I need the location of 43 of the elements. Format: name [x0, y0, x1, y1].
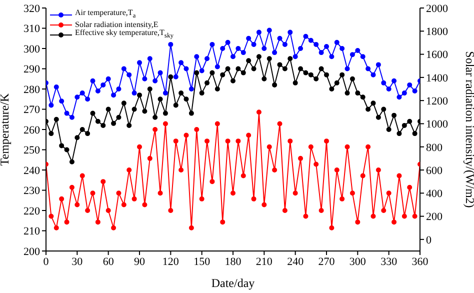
x-tick-label: 30	[72, 256, 84, 268]
legend-label: Air temperature,T$_{a}$	[75, 8, 136, 22]
y2-tick-label: 2000	[426, 2, 448, 15]
y-tick-label: 300	[24, 43, 40, 56]
x-tick-label: 270	[318, 256, 336, 268]
x-tick-label: 90	[134, 256, 146, 268]
y2-tick-label: 400	[426, 188, 443, 200]
y2-tick-label: 600	[426, 164, 443, 177]
x-tick-label: 330	[380, 256, 398, 268]
x-axis-title: Date/day	[211, 276, 255, 290]
x-tick-label: 180	[224, 256, 242, 268]
y2-tick-label: 200	[426, 211, 443, 224]
y-tick-label: 290	[24, 64, 40, 76]
x-tick-label: 360	[412, 256, 429, 268]
y2-tick-label: 1600	[426, 49, 448, 62]
y-tick-label: 250	[24, 144, 40, 157]
y-tick-label: 230	[24, 185, 40, 198]
y2-axis-title: Solar radiation intensity/(W/m2)	[462, 51, 474, 208]
y-axis-title: Temperature/K	[0, 92, 12, 166]
x-tick-label: 300	[349, 256, 366, 268]
legend-label: Effective sky temperature,T$_{sky}$	[75, 28, 174, 42]
y-tick-label: 210	[24, 226, 40, 238]
y2-tick-label: 1400	[426, 72, 448, 84]
y-tick-label: 240	[24, 164, 40, 177]
y-tick-label: 200	[24, 246, 40, 258]
y-tick-label: 320	[24, 2, 40, 15]
legend-label: Solar radiation intensity,E	[75, 20, 158, 30]
y2-tick-label: 1000	[426, 118, 448, 131]
x-tick-label: 210	[256, 256, 273, 268]
y2-tick-label: 800	[426, 142, 443, 154]
x-tick-label: 240	[287, 256, 304, 268]
x-tick-label: 0	[43, 256, 50, 268]
y2-tick-label: 1800	[426, 26, 448, 38]
x-tick-label: 150	[194, 256, 211, 268]
y2-tick-label: 0	[426, 234, 432, 246]
x-tick-label: 120	[162, 256, 180, 268]
y-tick-label: 310	[24, 23, 40, 36]
y-tick-label: 220	[24, 205, 40, 218]
y-tick-label: 280	[24, 84, 40, 96]
y2-tick-label: 1200	[426, 95, 448, 108]
y-tick-label: 260	[24, 124, 40, 136]
y-tick-label: 270	[24, 104, 40, 116]
x-tick-label: 60	[102, 256, 114, 268]
